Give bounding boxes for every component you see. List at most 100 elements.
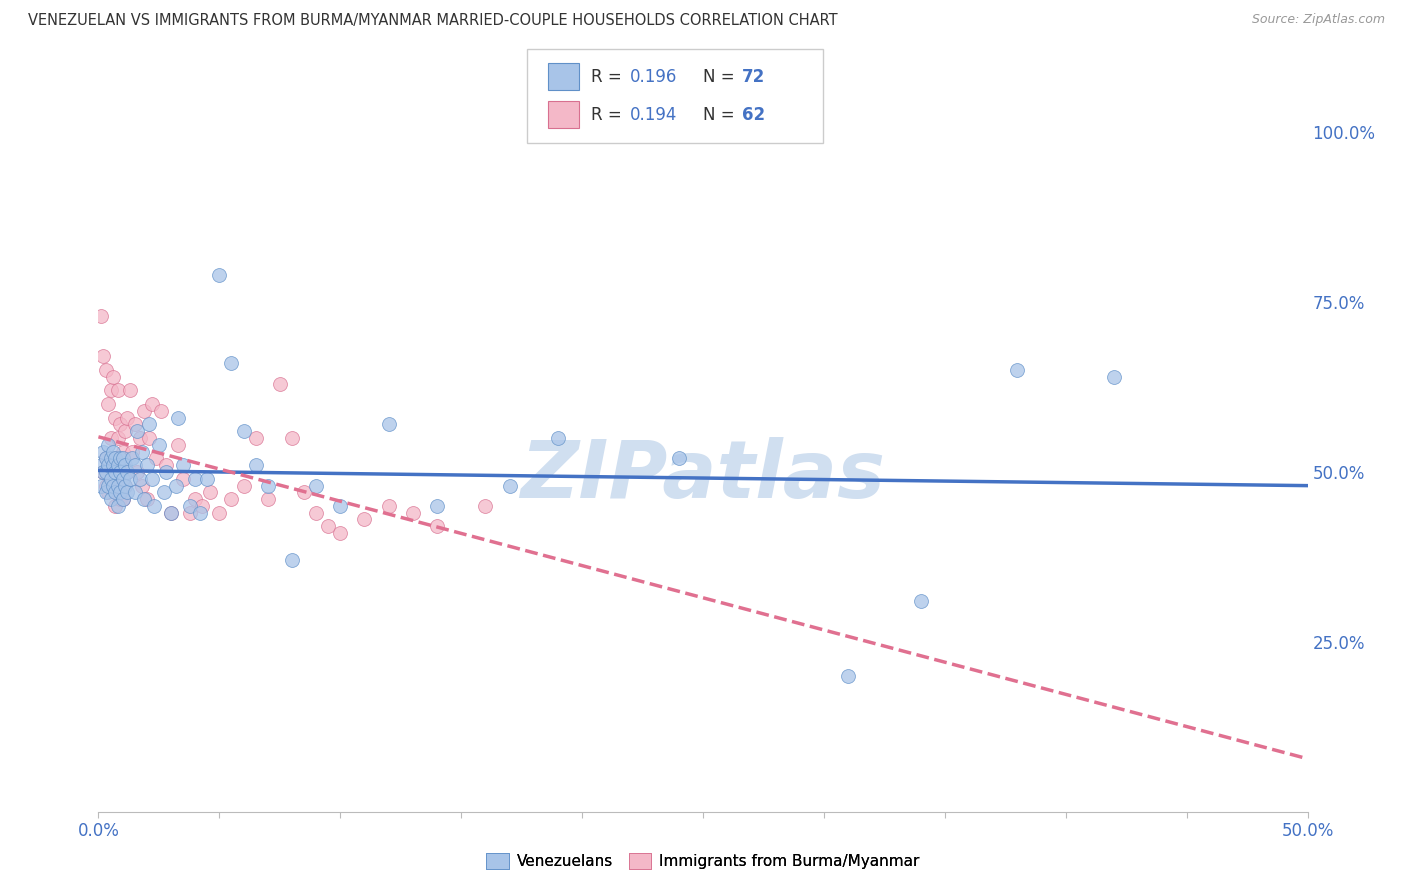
Point <box>329 526 352 541</box>
Point <box>107 499 129 513</box>
Point <box>167 438 190 452</box>
Point <box>104 410 127 425</box>
Point <box>232 424 254 438</box>
Point <box>474 499 496 513</box>
Point <box>111 472 134 486</box>
Point <box>97 438 120 452</box>
Point <box>131 444 153 458</box>
Point <box>100 472 122 486</box>
Point <box>167 410 190 425</box>
Point <box>668 451 690 466</box>
Point <box>91 465 114 479</box>
Point <box>108 492 131 507</box>
Point <box>107 478 129 492</box>
Point <box>837 669 859 683</box>
Point <box>160 506 183 520</box>
Point <box>1102 369 1125 384</box>
Point <box>94 363 117 377</box>
Point <box>188 506 211 520</box>
Point <box>107 458 129 472</box>
Point <box>117 485 139 500</box>
Point <box>114 478 136 492</box>
Point <box>108 485 131 500</box>
Point <box>281 553 304 567</box>
Point <box>134 403 156 417</box>
Text: R =: R = <box>591 106 627 124</box>
Point <box>141 397 163 411</box>
Text: R =: R = <box>591 69 627 87</box>
Point <box>101 369 124 384</box>
Point <box>184 472 207 486</box>
Point <box>121 444 143 458</box>
Point <box>191 499 214 513</box>
Point <box>426 519 449 533</box>
Point <box>91 350 114 364</box>
Point <box>143 499 166 513</box>
Point <box>97 397 120 411</box>
Point <box>160 506 183 520</box>
Point <box>1007 363 1029 377</box>
Text: 0.196: 0.196 <box>630 69 678 87</box>
Point <box>100 384 122 398</box>
Point <box>107 384 129 398</box>
Point <box>179 506 201 520</box>
Point <box>111 444 134 458</box>
Point <box>145 451 167 466</box>
Point <box>97 485 120 500</box>
Text: 62: 62 <box>742 106 765 124</box>
Point <box>111 451 134 466</box>
Point <box>111 492 134 507</box>
Point <box>117 410 139 425</box>
Point <box>208 268 231 282</box>
Point <box>150 403 173 417</box>
Point <box>117 465 139 479</box>
Point <box>135 492 157 507</box>
Point <box>108 451 131 466</box>
Point <box>124 417 146 432</box>
Point <box>104 499 127 513</box>
Point <box>94 451 117 466</box>
Point <box>108 465 131 479</box>
Point <box>124 458 146 472</box>
Point <box>104 451 127 466</box>
Point <box>121 451 143 466</box>
Point <box>165 478 187 492</box>
Point <box>281 431 304 445</box>
Text: VENEZUELAN VS IMMIGRANTS FROM BURMA/MYANMAR MARRIED-COUPLE HOUSEHOLDS CORRELATIO: VENEZUELAN VS IMMIGRANTS FROM BURMA/MYAN… <box>28 13 838 29</box>
Point <box>124 485 146 500</box>
Point <box>114 478 136 492</box>
Point <box>208 506 231 520</box>
Point <box>91 444 114 458</box>
Point <box>316 519 339 533</box>
Point <box>117 465 139 479</box>
Point <box>104 451 127 466</box>
Legend: Venezuelans, Immigrants from Burma/Myanmar: Venezuelans, Immigrants from Burma/Myanm… <box>481 847 925 875</box>
Point <box>305 506 328 520</box>
Point <box>184 492 207 507</box>
Point <box>97 458 120 472</box>
Text: 72: 72 <box>742 69 766 87</box>
Point <box>245 458 267 472</box>
Point <box>245 431 267 445</box>
Point <box>498 478 520 492</box>
Point <box>118 472 141 486</box>
Point <box>269 376 291 391</box>
Point <box>94 485 117 500</box>
Text: N =: N = <box>703 69 740 87</box>
Point <box>114 458 136 472</box>
Point <box>107 431 129 445</box>
Point <box>155 465 177 479</box>
Text: ZIPatlas: ZIPatlas <box>520 437 886 516</box>
Point <box>90 478 112 492</box>
Point <box>179 499 201 513</box>
Point <box>101 458 124 472</box>
Point <box>107 478 129 492</box>
Point <box>195 472 218 486</box>
Point <box>221 356 243 370</box>
Point <box>377 417 399 432</box>
Point <box>127 465 149 479</box>
Point <box>152 485 174 500</box>
Point <box>148 438 170 452</box>
Point <box>104 485 127 500</box>
Point <box>104 465 127 479</box>
